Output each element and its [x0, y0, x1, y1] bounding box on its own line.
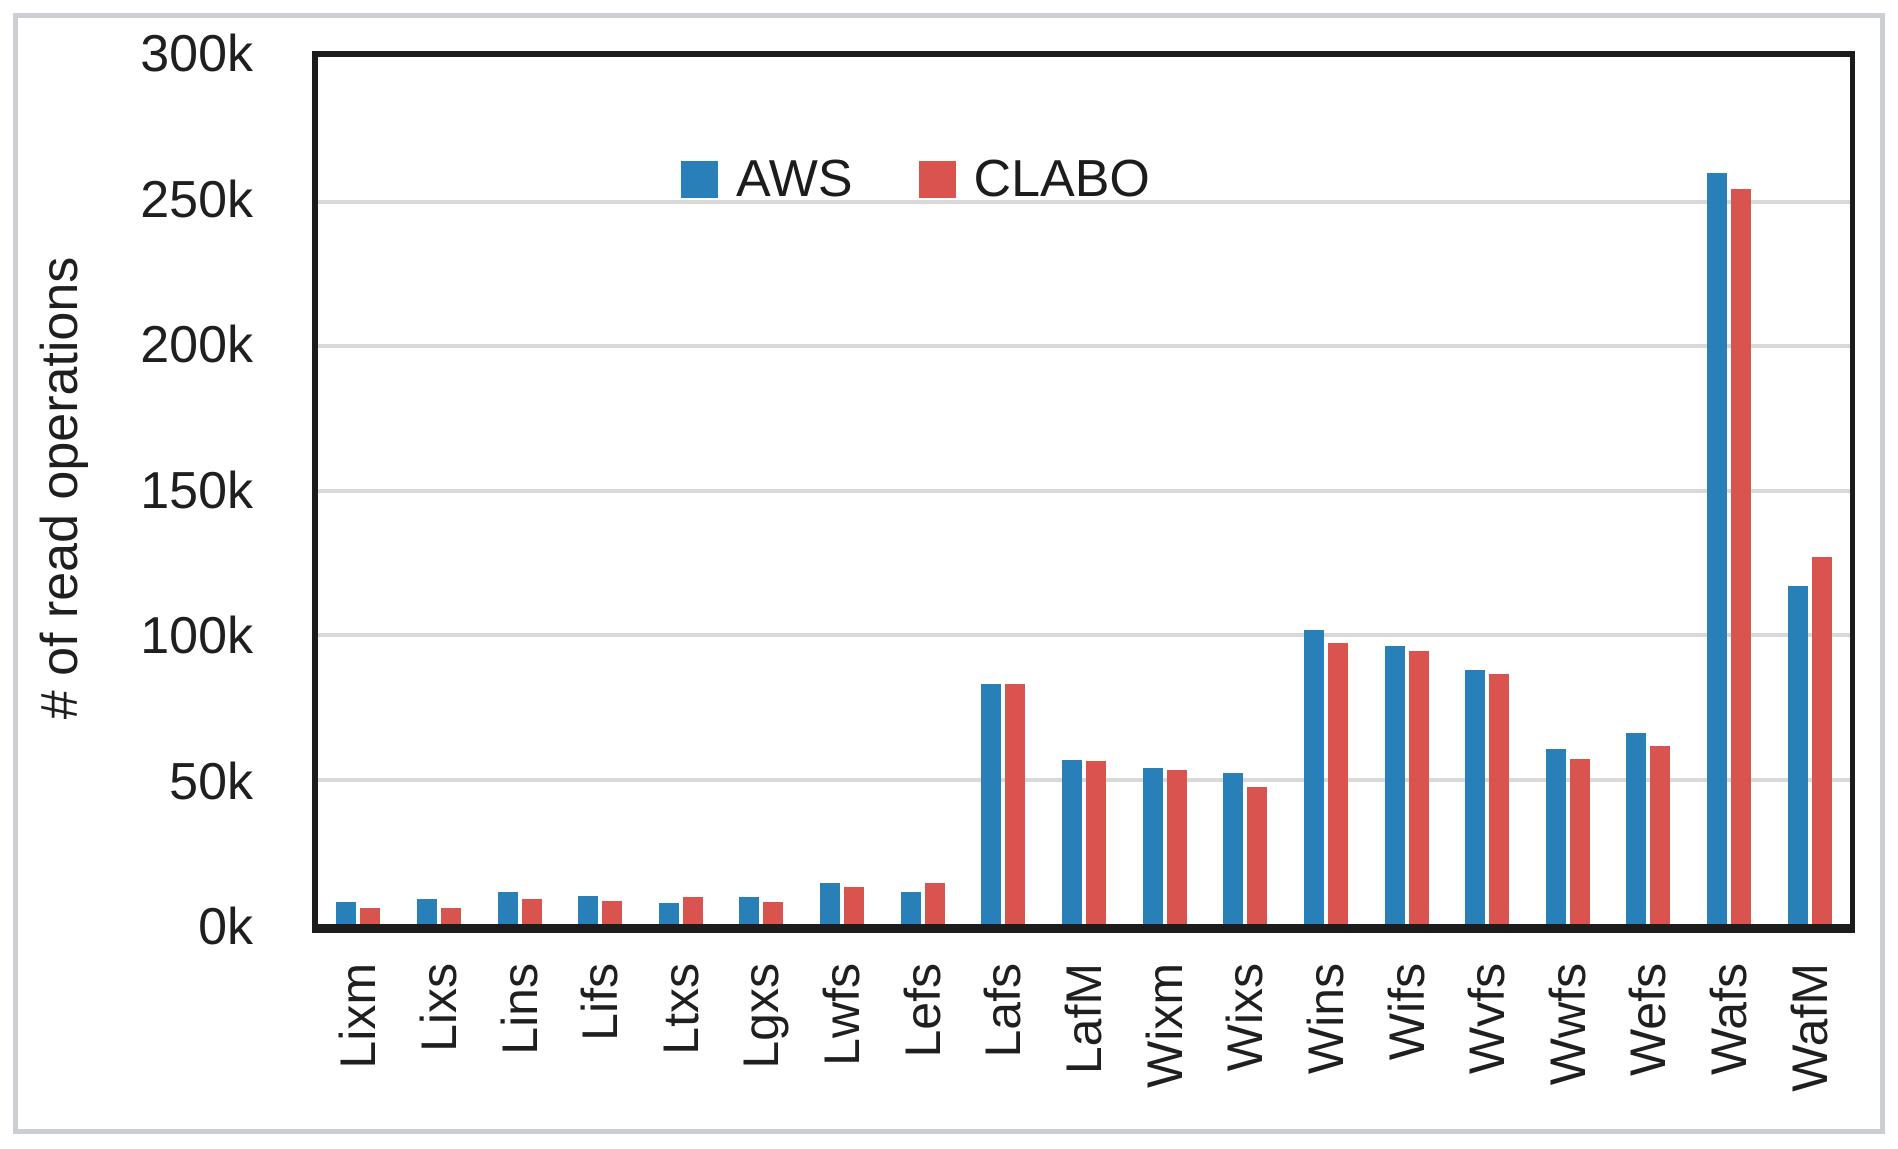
gridline-250k	[318, 199, 1850, 204]
bar-aws-Lwfs	[820, 882, 841, 924]
x-tick-Wwfs: Wwfs	[1539, 963, 1596, 1086]
bar-group-LafM	[1044, 57, 1125, 924]
bar-clabo-LafM	[1085, 761, 1106, 924]
bar-clabo-Wins	[1327, 643, 1348, 924]
bar-clabo-Wefs	[1650, 746, 1671, 924]
bar-aws-WafM	[1787, 585, 1808, 924]
x-tick-Wixs: Wixs	[1217, 963, 1274, 1072]
x-tick-Lixm: Lixm	[330, 963, 387, 1069]
bar-aws-Lefs	[900, 892, 921, 924]
x-tick-Lafs: Lafs	[975, 963, 1032, 1058]
bar-group-Wwfs	[1527, 57, 1608, 924]
bar-clabo-Lixs	[440, 907, 461, 924]
bar-clabo-Wixs	[1247, 787, 1268, 924]
bar-aws-LafM	[1061, 760, 1082, 924]
bar-group-WafM	[1769, 57, 1850, 924]
y-tick-150k: 150k	[140, 461, 253, 520]
bar-clabo-Lwfs	[844, 887, 865, 924]
x-tick-Lwfs: Lwfs	[814, 963, 871, 1066]
bar-aws-Wixs	[1223, 772, 1244, 924]
legend: AWS CLABO	[681, 153, 1150, 205]
bar-clabo-Wixm	[1166, 769, 1187, 924]
bar-aws-Lixm	[336, 902, 357, 924]
x-tick-LafM: LafM	[1056, 963, 1112, 1075]
bar-aws-Lafs	[981, 683, 1002, 924]
x-tick-Ltxs: Ltxs	[652, 963, 709, 1055]
bar-group-Wixm	[1124, 57, 1205, 924]
x-tick-Lins: Lins	[491, 963, 548, 1055]
x-tick-WafM: WafM	[1781, 963, 1838, 1092]
x-tick-Lixs: Lixs	[410, 963, 467, 1052]
legend-swatch-clabo	[918, 160, 956, 198]
bar-group-Lafs	[963, 57, 1044, 924]
bar-group-Wafs	[1689, 57, 1770, 924]
bar-group-Wefs	[1608, 57, 1689, 924]
y-tick-0k: 0k	[198, 898, 253, 956]
bar-group-Wifs	[1366, 57, 1447, 924]
bar-clabo-Ltxs	[682, 896, 703, 924]
plot-area: AWS CLABO	[312, 51, 1855, 933]
x-tick-Wifs: Wifs	[1378, 963, 1435, 1061]
bar-group-Lefs	[882, 57, 963, 924]
bar-group-Lins	[479, 57, 560, 924]
bar-clabo-Lins	[521, 899, 542, 924]
bar-group-Wvfs	[1447, 57, 1528, 924]
bar-aws-Wefs	[1626, 732, 1647, 924]
y-tick-250k: 250k	[140, 170, 253, 229]
bar-group-Lifs	[560, 57, 641, 924]
gridline-200k	[318, 344, 1850, 348]
bar-clabo-Lifs	[602, 900, 623, 924]
bar-group-Lixm	[318, 57, 399, 924]
bar-clabo-Wwfs	[1569, 759, 1590, 924]
y-tick-100k: 100k	[140, 607, 253, 665]
bar-group-Ltxs	[641, 57, 722, 924]
legend-item-aws: AWS	[681, 153, 853, 205]
x-tick-Lgxs: Lgxs	[733, 963, 790, 1069]
y-tick-50k: 50k	[169, 752, 253, 811]
bar-aws-Wins	[1303, 630, 1324, 924]
bar-clabo-Wifs	[1408, 650, 1429, 924]
bar-aws-Ltxs	[658, 902, 679, 924]
y-tick-300k: 300k	[140, 25, 253, 83]
bar-group-Wins	[1286, 57, 1367, 924]
x-tick-Lefs: Lefs	[894, 963, 951, 1058]
x-tick-Wafs: Wafs	[1701, 963, 1758, 1076]
bar-aws-Wixm	[1142, 768, 1163, 924]
bar-clabo-Wafs	[1731, 189, 1752, 924]
bar-clabo-Lafs	[1005, 684, 1026, 924]
bar-clabo-WafM	[1811, 556, 1832, 924]
x-tick-Wvfs: Wvfs	[1459, 963, 1516, 1075]
bar-clabo-Lixm	[360, 908, 381, 924]
legend-label-clabo: CLABO	[973, 150, 1150, 208]
x-tick-Wins: Wins	[1297, 963, 1354, 1075]
bar-aws-Wvfs	[1465, 669, 1486, 924]
bar-aws-Lgxs	[739, 896, 760, 924]
gridline-50k	[318, 777, 1850, 782]
y-tick-200k: 200k	[140, 316, 253, 374]
bar-group-Lixs	[399, 57, 480, 924]
bar-group-Wixs	[1205, 57, 1286, 924]
bar-aws-Wwfs	[1545, 748, 1566, 924]
bar-clabo-Lgxs	[763, 902, 784, 924]
legend-swatch-aws	[681, 160, 718, 198]
bar-aws-Lifs	[578, 895, 599, 924]
bar-group-Lwfs	[802, 57, 883, 924]
x-tick-Wixm: Wixm	[1136, 963, 1193, 1088]
bar-aws-Lins	[497, 891, 518, 924]
bar-aws-Wifs	[1384, 645, 1405, 924]
x-tick-Lifs: Lifs	[572, 963, 629, 1041]
bar-clabo-Wvfs	[1489, 674, 1510, 924]
bar-group-Lgxs	[721, 57, 802, 924]
x-tick-Wefs: Wefs	[1620, 963, 1677, 1076]
legend-item-clabo: CLABO	[918, 150, 1150, 208]
gridline-150k	[318, 488, 1850, 493]
bar-aws-Wafs	[1707, 172, 1728, 924]
bar-clabo-Lefs	[924, 882, 945, 924]
bar-aws-Lixs	[416, 898, 437, 924]
gridline-100k	[318, 633, 1850, 637]
legend-label-aws: AWS	[736, 150, 853, 208]
